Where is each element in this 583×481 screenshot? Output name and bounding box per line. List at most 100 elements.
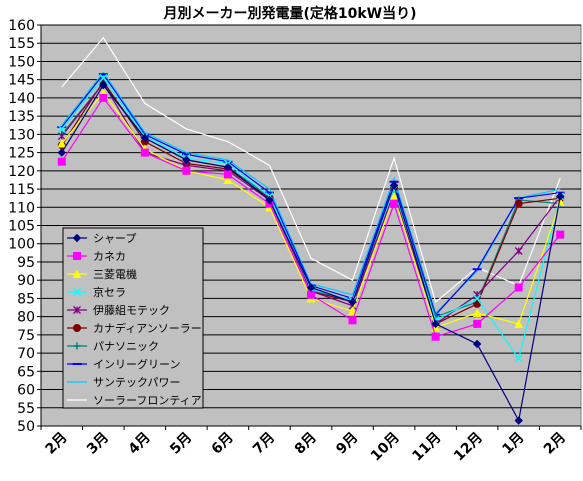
y-tick-label: 75 <box>17 328 35 344</box>
data-point <box>348 297 357 307</box>
legend-marker <box>72 233 82 243</box>
data-point <box>514 283 523 292</box>
y-tick-label: 135 <box>8 109 35 125</box>
y-tick-label: 145 <box>8 73 35 89</box>
legend-label: サンテックパワー <box>93 376 180 389</box>
y-tick-label: 105 <box>8 219 35 235</box>
legend-item: カネカ <box>67 250 126 263</box>
x-tick-label: 11月 <box>409 430 444 465</box>
legend-marker <box>73 324 81 332</box>
y-tick-label: 115 <box>8 182 35 198</box>
x-tick-label: 12月 <box>451 430 486 465</box>
legend-item: カナディアンソーラー <box>67 321 202 335</box>
legend-marker <box>73 342 81 350</box>
legend-label: 伊藤組モテック <box>93 304 170 317</box>
legend-label: 三菱電機 <box>93 267 137 281</box>
y-tick-label: 130 <box>8 127 35 143</box>
data-point <box>307 290 315 299</box>
x-tick-label: 7月 <box>250 430 278 458</box>
data-point <box>473 294 482 303</box>
data-point <box>99 73 108 82</box>
data-point <box>182 166 191 175</box>
legend-label: パナソニック <box>93 340 159 353</box>
x-tick-label: 6月 <box>209 430 237 458</box>
legend-item: ソーラーフロンティア <box>67 394 202 407</box>
data-point <box>472 308 482 317</box>
x-tick-label: 5月 <box>167 430 195 458</box>
data-point <box>99 93 108 102</box>
series-1 <box>57 80 565 425</box>
data-point <box>306 283 316 292</box>
legend-label: 京セラ <box>93 285 126 299</box>
data-point <box>556 230 565 239</box>
chart-title: 月別メーカー別発電量(定格10kW当り) <box>162 5 416 22</box>
legend-label: カナディアンソーラー <box>93 321 202 335</box>
x-tick-label: 2月 <box>541 430 569 458</box>
data-point <box>57 148 66 157</box>
data-point <box>223 162 233 172</box>
x-tick-label: 8月 <box>292 430 320 458</box>
data-point <box>140 133 150 143</box>
data-point <box>431 319 440 329</box>
data-point <box>223 175 233 184</box>
y-tick-label: 155 <box>8 36 35 52</box>
legend-label: インリーグリーン <box>93 357 180 371</box>
data-point <box>57 132 66 141</box>
legend-marker <box>72 287 82 297</box>
y-tick-label: 70 <box>17 346 35 362</box>
legend-marker <box>73 252 81 260</box>
data-point <box>514 416 523 425</box>
y-tick-label: 85 <box>17 291 35 307</box>
x-tick-label: 2月 <box>42 430 70 458</box>
data-point <box>514 199 523 208</box>
series-line <box>61 36 561 304</box>
data-point <box>348 316 357 325</box>
y-tick-label: 120 <box>8 164 35 180</box>
y-tick-label: 110 <box>8 200 35 216</box>
x-tick-label: 1月 <box>499 430 527 458</box>
y-tick-label: 150 <box>8 54 35 70</box>
x-tick-label: 3月 <box>84 430 112 458</box>
legend-label: カネカ <box>93 250 126 263</box>
legend-label: シャープ <box>93 232 136 245</box>
y-tick-label: 125 <box>8 146 35 162</box>
data-point <box>182 155 191 165</box>
data-point <box>223 170 232 179</box>
x-tick-label: 10月 <box>368 430 403 465</box>
data-point <box>473 319 482 328</box>
data-point <box>514 354 523 363</box>
legend-item: 伊藤組モテック <box>67 304 170 317</box>
series-10 <box>61 36 561 304</box>
y-tick-label: 95 <box>17 255 35 271</box>
y-tick-label: 100 <box>8 237 35 253</box>
legend-marker <box>72 269 82 278</box>
data-point <box>57 138 67 148</box>
y-tick-label: 50 <box>17 419 35 435</box>
data-point <box>472 339 482 349</box>
y-tick-label: 65 <box>17 364 35 380</box>
data-point <box>514 247 523 255</box>
legend <box>62 227 204 409</box>
y-tick-label: 160 <box>8 18 35 34</box>
legend-marker <box>73 306 81 314</box>
data-point <box>348 306 357 316</box>
data-point <box>265 195 274 205</box>
data-point <box>556 192 565 201</box>
legend-label: ソーラーフロンティア <box>93 394 202 407</box>
legend-item: パナソニック <box>67 340 159 353</box>
y-tick-label: 60 <box>17 383 35 399</box>
legend-item: インリーグリーン <box>67 357 180 371</box>
data-point <box>57 124 66 133</box>
data-point <box>57 157 66 166</box>
data-point <box>389 181 399 190</box>
data-point <box>514 319 524 328</box>
x-tick-label: 9月 <box>333 430 361 458</box>
x-tick-label: 4月 <box>126 430 154 458</box>
data-point <box>390 199 399 208</box>
y-tick-label: 140 <box>8 91 35 107</box>
legend-item: 京セラ <box>67 285 126 299</box>
data-point <box>140 148 149 157</box>
data-point <box>99 80 108 90</box>
